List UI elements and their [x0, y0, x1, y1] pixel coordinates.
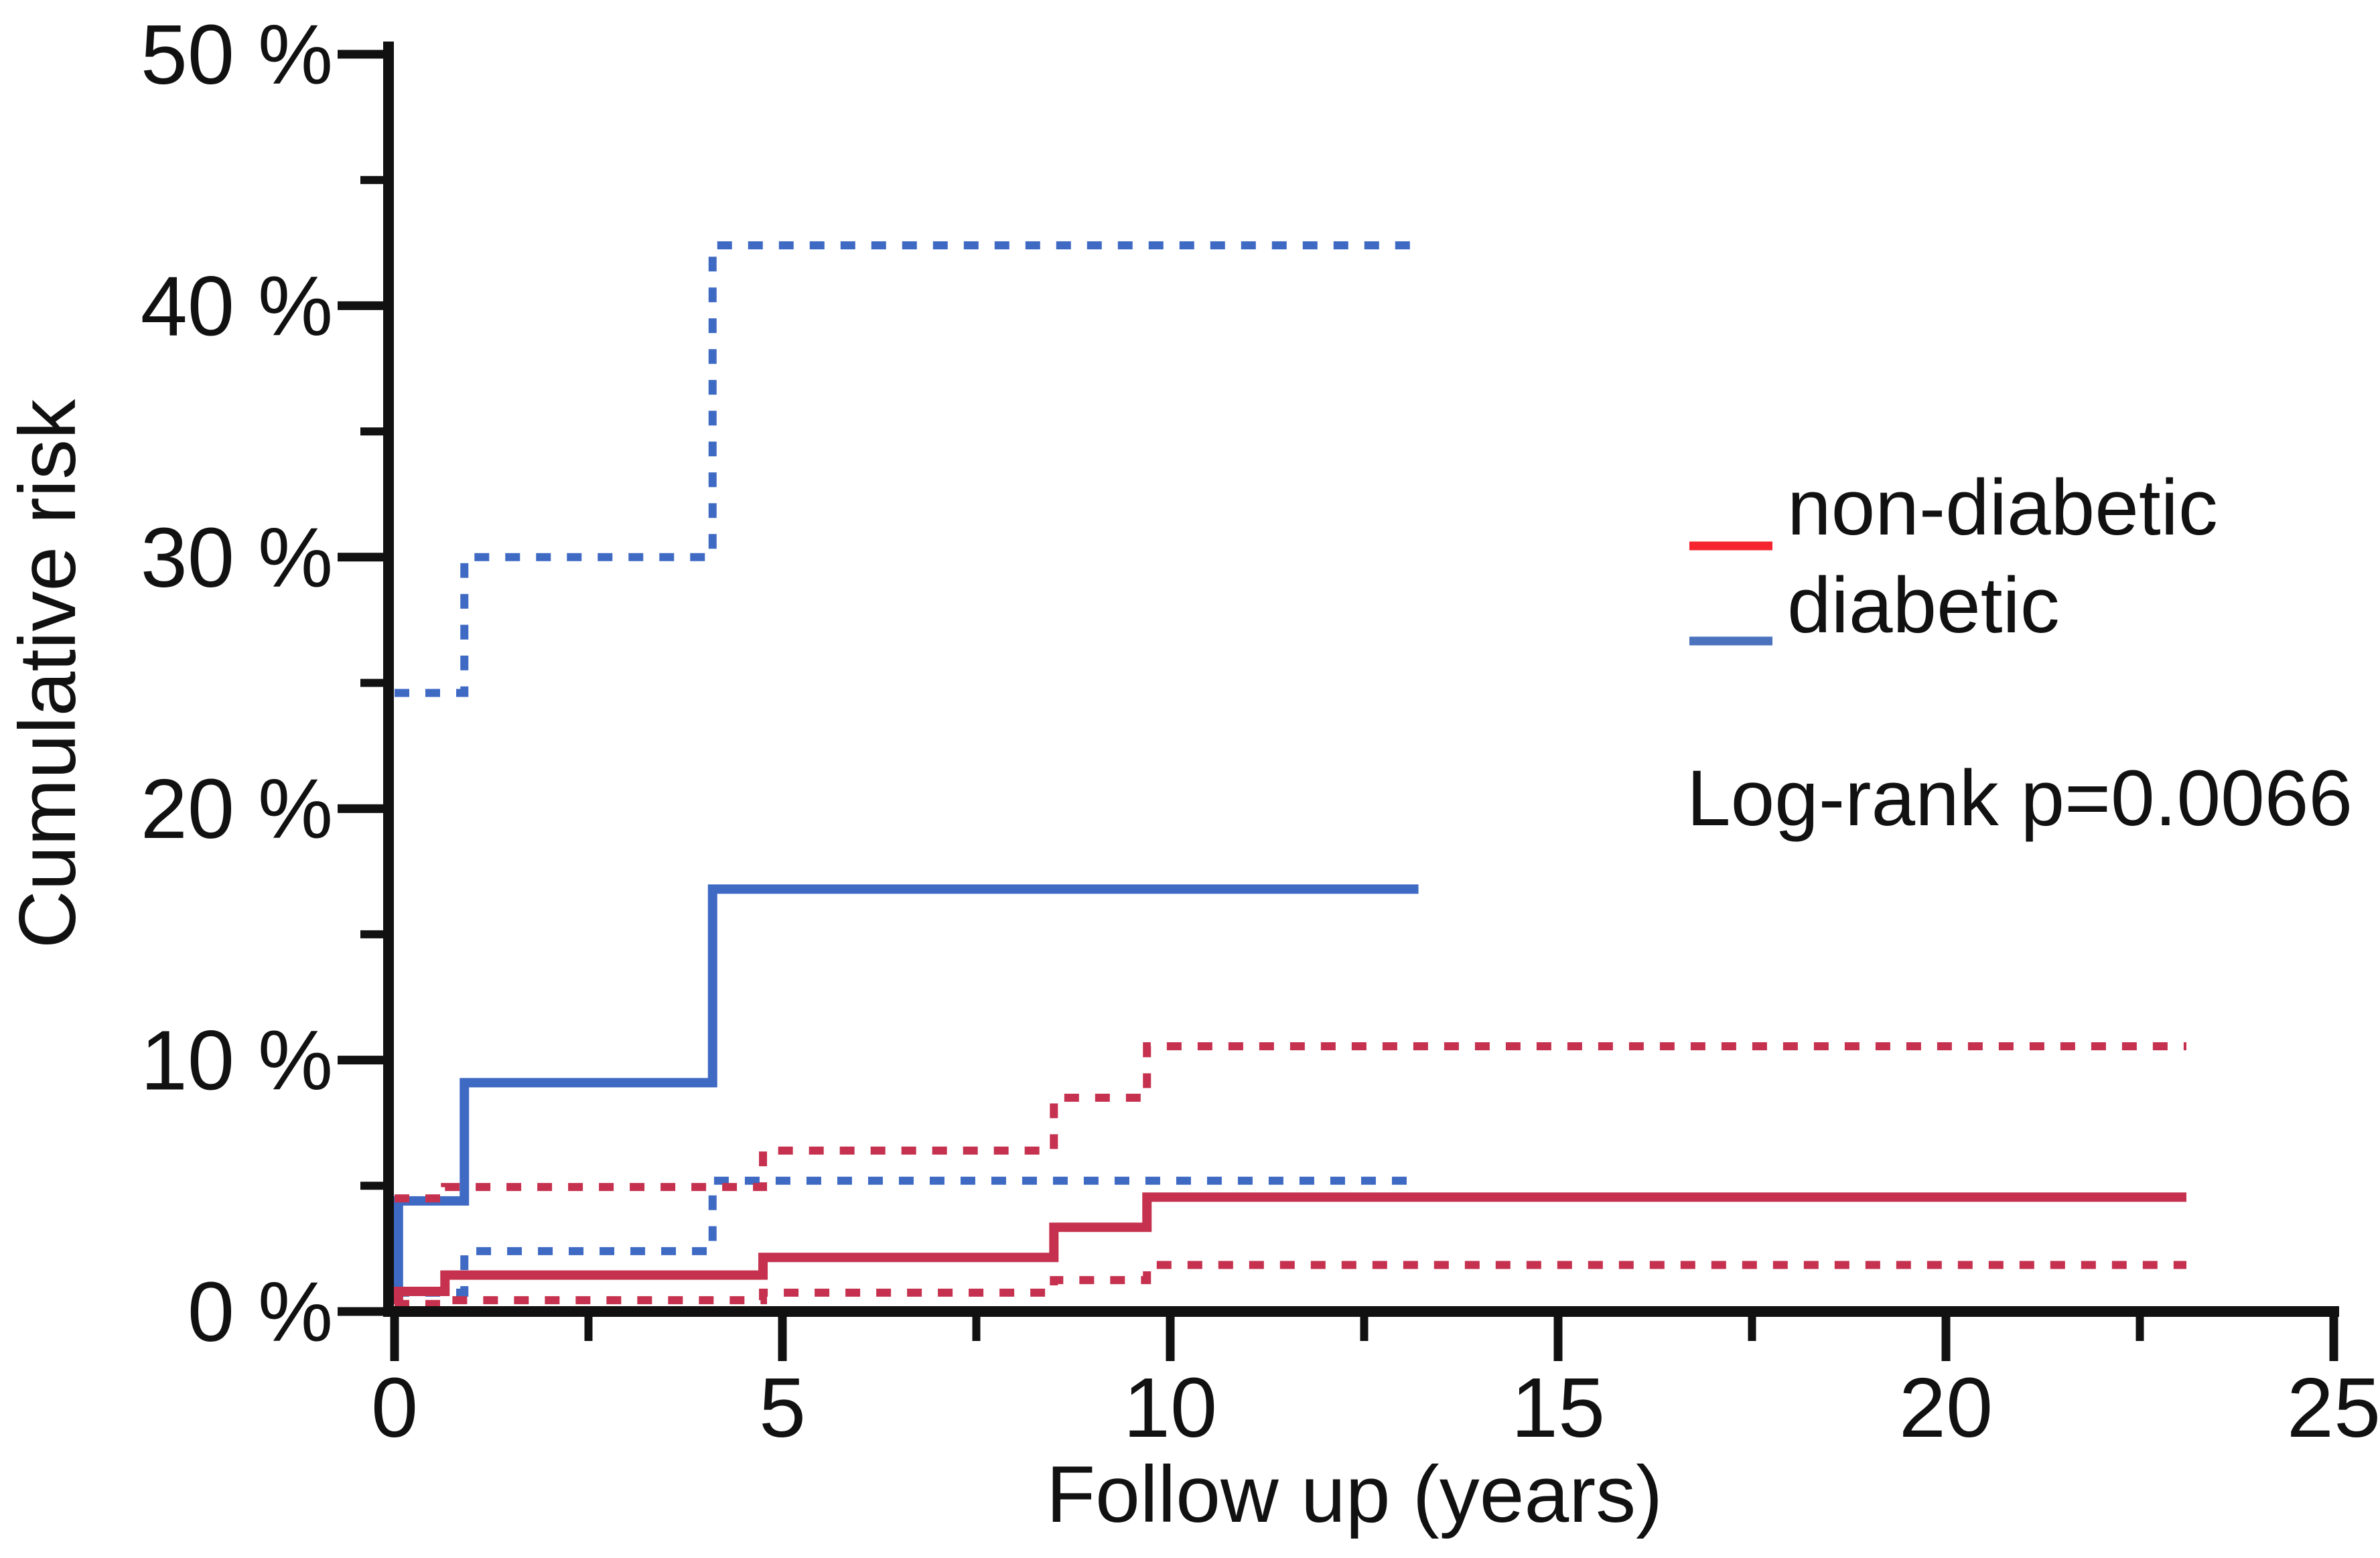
- x-tick-label: 20: [1899, 1360, 1993, 1455]
- y-tick-label: 20 %: [141, 762, 333, 856]
- y-tick-label: 0 %: [188, 1265, 333, 1359]
- y-tick-label: 10 %: [141, 1013, 333, 1108]
- x-tick-label: 10: [1123, 1360, 1217, 1455]
- y-axis-title: Cumulative risk: [3, 399, 92, 948]
- y-tick-label: 30 %: [141, 510, 333, 605]
- axes-layer: 0 % 10 % 20 % 30 % 40 % 50 % 0 5 10 15 20 25: [141, 7, 2380, 1455]
- x-tick-label: 0: [371, 1360, 418, 1455]
- curves-layer: [393, 241, 2186, 1309]
- curve-diabetic-upper-ci: [395, 241, 1419, 697]
- log-rank-annotation: Log-rank p=0.0066: [1687, 754, 2353, 843]
- curve-non-diabetic: [393, 1192, 2186, 1309]
- legend-label-diabetic: diabetic: [1787, 561, 2060, 650]
- x-tick-label: 5: [759, 1360, 806, 1455]
- x-axis-title: Follow up (years): [1046, 1449, 1663, 1539]
- x-tick-label: 15: [1511, 1360, 1605, 1455]
- legend-label-non-diabetic: non-diabetic: [1787, 464, 2218, 552]
- curve-non-diabetic-upper-ci: [395, 1042, 2186, 1203]
- curve-non-diabetic-lower-ci: [395, 1261, 2186, 1308]
- legend: non-diabetic diabetic: [1689, 464, 2218, 650]
- curve-diabetic: [393, 884, 1419, 1306]
- y-tick-label: 40 %: [141, 259, 333, 353]
- y-tick-label: 50 %: [141, 7, 333, 102]
- x-tick-label: 25: [2287, 1360, 2380, 1455]
